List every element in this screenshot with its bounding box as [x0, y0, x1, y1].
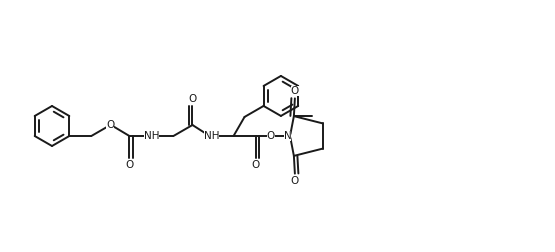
- Text: O: O: [106, 120, 114, 130]
- Text: O: O: [251, 160, 260, 170]
- Text: NH: NH: [144, 131, 159, 141]
- Text: O: O: [188, 94, 196, 104]
- Text: N: N: [284, 131, 291, 141]
- Text: O: O: [267, 131, 275, 141]
- Text: O: O: [125, 160, 134, 170]
- Text: O: O: [291, 86, 299, 96]
- Text: O: O: [291, 176, 299, 186]
- Text: NH: NH: [204, 131, 219, 141]
